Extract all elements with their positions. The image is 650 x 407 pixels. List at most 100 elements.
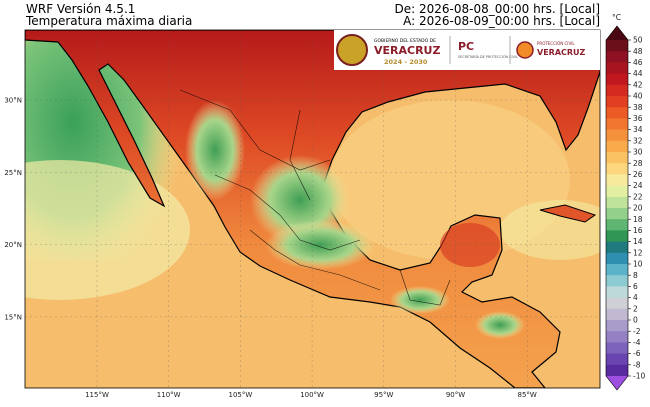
colorbar-tick-label: 28 bbox=[633, 159, 643, 168]
colorbar-tick-label: 22 bbox=[633, 192, 643, 201]
colorbar-segment bbox=[606, 286, 628, 299]
colorbar: °C 5048464442403836343230282624222018161… bbox=[605, 13, 645, 391]
colorbar-segment bbox=[606, 208, 628, 220]
colorbar-segment bbox=[606, 118, 628, 131]
colorbar-segment bbox=[606, 308, 628, 321]
logos-banner: GOBIERNO DEL ESTADO DE VERACRUZ 2024 - 2… bbox=[334, 30, 600, 70]
colorbar-segment bbox=[606, 185, 628, 198]
colorbar-segment bbox=[606, 353, 628, 366]
gov-line1: GOBIERNO DEL ESTADO DE bbox=[374, 38, 436, 44]
valid-to: A: 2026-08-09_00:00 hrs. [Local] bbox=[403, 14, 600, 28]
colorbar-segment bbox=[606, 174, 628, 187]
colorbar-tick-label: 12 bbox=[633, 248, 643, 257]
colorbar-tick-label: 16 bbox=[633, 226, 643, 235]
model-version: WRF Versión 4.5.1 bbox=[26, 2, 135, 16]
colorbar-segment bbox=[606, 219, 628, 231]
colorbar-tick-label: 10 bbox=[633, 260, 643, 269]
colorbar-tick-label: -6 bbox=[633, 349, 641, 358]
cuba bbox=[539, 204, 597, 223]
colorbar-tick-label: -2 bbox=[633, 327, 641, 336]
colorbar-tick-label: 0 bbox=[633, 316, 638, 325]
colorbar-tick-label: 14 bbox=[633, 237, 643, 246]
colorbar-tick-label: 20 bbox=[633, 204, 643, 213]
longitude-label: 100°W bbox=[300, 391, 324, 399]
colorbar-segment bbox=[606, 241, 628, 254]
colorbar-extend-low bbox=[606, 376, 628, 390]
colorbar-extend-high bbox=[606, 26, 628, 40]
latitude-label: 30°N bbox=[4, 97, 22, 105]
colorbar-tick-label: 36 bbox=[633, 114, 643, 123]
colorbar-tick-label: 26 bbox=[633, 170, 643, 179]
colorbar-segment bbox=[606, 73, 628, 86]
colorbar-tick-label: 8 bbox=[633, 271, 638, 280]
colorbar-tick-label: 46 bbox=[633, 58, 643, 67]
colorbar-tick-label: 6 bbox=[633, 282, 638, 291]
colorbar-segment bbox=[606, 107, 628, 119]
graticule: 115°W 110°W 105°W 100°W 95°W 90°W 85°W 30°N 25°N… bbox=[4, 30, 600, 399]
colorbar-tick-label: 50 bbox=[633, 36, 643, 45]
latitude-label: 25°N bbox=[4, 169, 22, 177]
colorbar-tick-label: 44 bbox=[633, 69, 643, 78]
colorbar-tick-label: -10 bbox=[633, 372, 645, 381]
colorbar-segment bbox=[606, 140, 628, 153]
colorbar-segment bbox=[606, 62, 628, 75]
map-frame bbox=[24, 29, 601, 389]
colorbar-tick-label: -8 bbox=[633, 360, 641, 369]
colorbar-segment bbox=[606, 230, 628, 243]
longitude-label: 115°W bbox=[85, 391, 109, 399]
colorbar-segment bbox=[606, 129, 628, 142]
colorbar-tick-label: 48 bbox=[633, 47, 643, 56]
latitude-label: 20°N bbox=[4, 241, 22, 249]
pcv-name: VERACRUZ bbox=[537, 48, 586, 57]
colorbar-segment bbox=[606, 331, 628, 343]
colorbar-unit: °C bbox=[612, 13, 621, 22]
colorbar-scale bbox=[605, 25, 629, 391]
latitude-label: 15°N bbox=[4, 313, 22, 321]
colorbar-tick-label: -4 bbox=[633, 338, 641, 347]
longitude-label: 95°W bbox=[374, 391, 393, 399]
pc-mark: PC bbox=[458, 40, 474, 53]
colorbar-tick-label: 42 bbox=[633, 80, 643, 89]
longitude-label: 105°W bbox=[229, 391, 253, 399]
gov-name: VERACRUZ bbox=[374, 44, 440, 57]
colorbar-tick-label: 2 bbox=[633, 304, 638, 313]
colorbar-segment bbox=[606, 96, 628, 108]
colorbar-segment bbox=[606, 252, 628, 265]
colorbar-tick-label: 32 bbox=[633, 136, 643, 145]
banner-bg bbox=[334, 30, 600, 70]
colorbar-tick-label: 24 bbox=[633, 181, 643, 190]
colorbar-segment bbox=[606, 51, 628, 63]
pc-sub: SECRETARÍA DE PROTECCIÓN CIVIL bbox=[458, 54, 518, 59]
pc-logo bbox=[516, 41, 534, 59]
colorbar-segment bbox=[606, 196, 628, 209]
sierra-occidental bbox=[185, 100, 245, 200]
centroamerica bbox=[475, 311, 525, 339]
colorbar-tick-label: 40 bbox=[633, 92, 643, 101]
colorbar-tick-label: 34 bbox=[633, 125, 643, 134]
colorbar-segment bbox=[606, 364, 628, 377]
map-field bbox=[25, 30, 600, 388]
colorbar-segment bbox=[606, 152, 628, 164]
gov-years: 2024 - 2030 bbox=[384, 58, 428, 66]
state-borders bbox=[179, 89, 451, 306]
variable-name: Temperatura máxima diaria bbox=[25, 14, 192, 28]
colorbar-segment bbox=[606, 40, 628, 52]
longitude-label: 90°W bbox=[446, 391, 465, 399]
colorbar-segment bbox=[606, 84, 628, 97]
colorbar-tick-label: 30 bbox=[633, 148, 643, 157]
yucatan-hot bbox=[440, 223, 500, 267]
colorbar-tick-label: 4 bbox=[633, 293, 638, 302]
longitude-label: 85°W bbox=[518, 391, 537, 399]
pcv-line1: PROTECCIÓN CIVIL bbox=[537, 41, 575, 46]
colorbar-tick-label: 18 bbox=[633, 215, 643, 224]
colorbar-tick-label: 38 bbox=[633, 103, 643, 112]
chiapas bbox=[390, 286, 450, 314]
colorbar-segment bbox=[606, 320, 628, 332]
colorbar-segment bbox=[606, 275, 628, 287]
shield-logo bbox=[336, 34, 368, 66]
colorbar-segment bbox=[606, 264, 628, 276]
eje-volcanico bbox=[265, 220, 375, 270]
valid-from: De: 2026-08-08_00:00 hrs. [Local] bbox=[395, 2, 601, 16]
colorbar-segment bbox=[606, 297, 628, 310]
